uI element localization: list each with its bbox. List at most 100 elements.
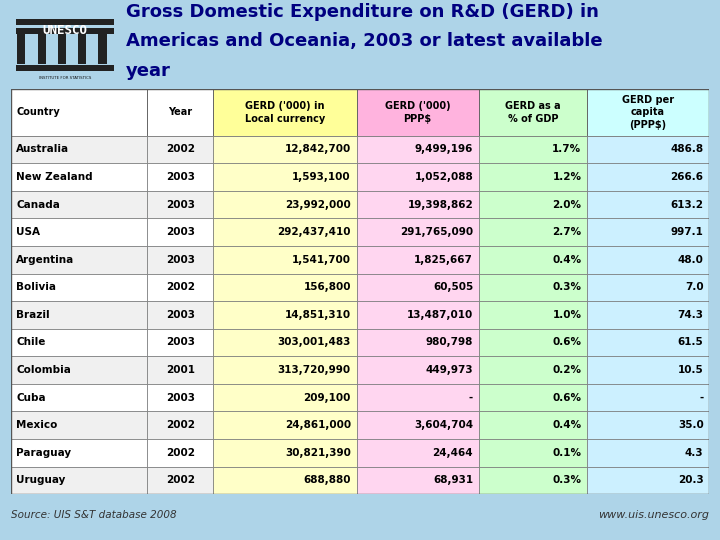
Bar xyxy=(213,301,356,329)
Bar xyxy=(587,467,709,494)
Bar xyxy=(356,218,479,246)
Text: New Zealand: New Zealand xyxy=(17,172,93,182)
Bar xyxy=(356,246,479,274)
Bar xyxy=(587,246,709,274)
Text: Chile: Chile xyxy=(17,338,46,347)
Bar xyxy=(11,411,147,439)
Text: 266.6: 266.6 xyxy=(670,172,703,182)
Text: 688,880: 688,880 xyxy=(303,475,351,485)
Bar xyxy=(587,411,709,439)
Bar xyxy=(587,439,709,467)
Bar xyxy=(37,34,45,64)
Text: USA: USA xyxy=(17,227,40,237)
Bar xyxy=(11,163,147,191)
Text: 2003: 2003 xyxy=(166,310,194,320)
Text: GERD as a
% of GDP: GERD as a % of GDP xyxy=(505,101,561,124)
Text: Argentina: Argentina xyxy=(17,255,75,265)
Bar xyxy=(356,329,479,356)
Text: 1.0%: 1.0% xyxy=(552,310,581,320)
Text: 2.0%: 2.0% xyxy=(552,200,581,210)
Text: 9,499,196: 9,499,196 xyxy=(415,145,473,154)
Bar xyxy=(479,246,587,274)
Bar xyxy=(11,274,147,301)
Text: 14,851,310: 14,851,310 xyxy=(285,310,351,320)
Bar xyxy=(587,136,709,163)
Text: Country: Country xyxy=(17,107,60,117)
Bar xyxy=(11,467,147,494)
Text: 35.0: 35.0 xyxy=(678,420,703,430)
Text: Australia: Australia xyxy=(17,145,70,154)
Bar xyxy=(356,89,479,136)
Text: 2002: 2002 xyxy=(166,475,194,485)
Bar xyxy=(356,301,479,329)
Bar xyxy=(11,191,147,218)
Text: 0.4%: 0.4% xyxy=(552,420,581,430)
Bar xyxy=(356,163,479,191)
Text: Bolivia: Bolivia xyxy=(17,282,56,292)
Bar xyxy=(17,65,114,71)
Text: year: year xyxy=(126,62,171,80)
Text: 24,464: 24,464 xyxy=(433,448,473,458)
Bar xyxy=(99,34,107,64)
Text: 0.3%: 0.3% xyxy=(552,282,581,292)
Text: 156,800: 156,800 xyxy=(303,282,351,292)
Text: 486.8: 486.8 xyxy=(670,145,703,154)
Text: Paraguay: Paraguay xyxy=(17,448,71,458)
Bar xyxy=(147,384,213,411)
Bar xyxy=(479,89,587,136)
Bar xyxy=(11,89,147,136)
Bar xyxy=(11,384,147,411)
Text: 313,720,990: 313,720,990 xyxy=(278,365,351,375)
Text: 23,992,000: 23,992,000 xyxy=(285,200,351,210)
Bar xyxy=(479,384,587,411)
Text: 30,821,390: 30,821,390 xyxy=(285,448,351,458)
Bar xyxy=(479,218,587,246)
Text: 3,604,704: 3,604,704 xyxy=(414,420,473,430)
Bar xyxy=(58,34,66,64)
Text: Americas and Oceania, 2003 or latest available: Americas and Oceania, 2003 or latest ava… xyxy=(126,32,603,50)
Text: 1.7%: 1.7% xyxy=(552,145,581,154)
Text: 4.3: 4.3 xyxy=(685,448,703,458)
Bar xyxy=(17,28,114,34)
Bar xyxy=(479,439,587,467)
Bar xyxy=(479,274,587,301)
Bar xyxy=(213,329,356,356)
Bar xyxy=(147,246,213,274)
Text: -: - xyxy=(469,393,473,403)
Bar xyxy=(11,439,147,467)
Text: Year: Year xyxy=(168,107,192,117)
Bar xyxy=(213,439,356,467)
Bar xyxy=(479,301,587,329)
Text: 1.2%: 1.2% xyxy=(552,172,581,182)
Text: 68,931: 68,931 xyxy=(433,475,473,485)
Text: 10.5: 10.5 xyxy=(678,365,703,375)
Text: 7.0: 7.0 xyxy=(685,282,703,292)
Bar xyxy=(587,301,709,329)
Text: 2.7%: 2.7% xyxy=(552,227,581,237)
Text: 0.2%: 0.2% xyxy=(552,365,581,375)
Text: 1,825,667: 1,825,667 xyxy=(414,255,473,265)
Text: 60,505: 60,505 xyxy=(433,282,473,292)
Text: 997.1: 997.1 xyxy=(671,227,703,237)
Bar xyxy=(213,246,356,274)
Text: 2003: 2003 xyxy=(166,200,194,210)
Bar xyxy=(17,19,114,25)
Bar xyxy=(587,163,709,191)
Bar xyxy=(587,384,709,411)
Text: 2002: 2002 xyxy=(166,282,194,292)
Text: 1,541,700: 1,541,700 xyxy=(292,255,351,265)
Text: 0.3%: 0.3% xyxy=(552,475,581,485)
Text: 0.4%: 0.4% xyxy=(552,255,581,265)
Bar xyxy=(147,163,213,191)
Bar xyxy=(213,191,356,218)
Text: 2003: 2003 xyxy=(166,227,194,237)
Bar xyxy=(213,467,356,494)
Bar xyxy=(213,274,356,301)
Bar xyxy=(17,34,25,64)
Bar xyxy=(147,329,213,356)
Bar xyxy=(479,467,587,494)
Bar xyxy=(147,136,213,163)
Bar xyxy=(356,356,479,384)
Text: Mexico: Mexico xyxy=(17,420,58,430)
Bar xyxy=(479,329,587,356)
